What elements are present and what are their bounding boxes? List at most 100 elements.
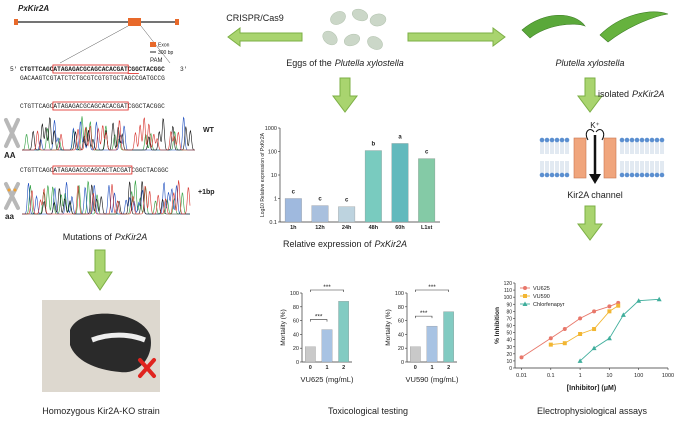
x-tick-label: 100 [634,373,643,379]
y-tick-label: 90 [506,302,512,308]
caption-text: PxKir2A [632,89,665,99]
x-axis-label: VU625 (mg/mL) [301,375,354,384]
ion-label: K⁺ [590,121,600,130]
membrane [539,137,665,178]
y-tick-label: 0 [509,366,512,372]
genotype-label: WT [203,127,215,134]
chromatogram-trace [22,180,191,215]
caption: Mutations of PxKir2A [63,232,148,242]
marker [607,309,612,314]
x-tick-label: 10 [606,373,612,379]
marker [578,332,583,336]
bar [338,301,349,363]
arrow [577,77,603,113]
lipid-head [549,137,555,143]
x-tick-label: L1st [421,225,432,231]
sequence: CTGTTCAGCATAGAGACGCAGCACACGATCGGCTACGGC [20,66,165,73]
channel-subunit [573,137,587,179]
significance-label: *** [323,284,331,291]
marker [592,309,597,314]
marker [591,345,597,351]
exon [14,19,18,25]
y-tick-label: 1000 [265,126,277,132]
y-tick-label: 80 [398,305,404,311]
chromatogram-trace [22,181,190,215]
seq-part: CGGCTACGGC [128,103,165,110]
bar [311,205,329,223]
exon [128,18,141,26]
lipid-head [549,172,555,178]
lipid-head [619,172,625,178]
y-tick-label: 110 [504,288,512,294]
series-line [521,302,619,358]
caption-text: PxKir2A [115,232,148,242]
series-line [579,298,660,362]
significance-label: *** [428,284,436,291]
caption: Relative expression of PxKir2A [283,239,407,249]
allele-label: AA [4,151,16,160]
y-axis-label: Log10 Relative expression of PxKir2A [260,132,266,217]
caption-text: isolated [598,89,629,99]
y-tick-label: 50 [506,331,512,337]
lipid-head [634,137,640,143]
significance-letter: c [292,190,296,196]
arrow [87,249,113,291]
lipid-head [649,137,655,143]
seq-part: CTACGGC [139,66,165,73]
prime: 5' [10,66,17,73]
larva [521,15,586,39]
y-tick-label: 20 [293,346,299,352]
caption: isolated PxKir2A [598,89,665,99]
y-tick-label: 20 [506,352,512,358]
chromatogram-trace [22,180,190,215]
zoom-line [59,25,129,64]
genotype-label: +1bp [198,189,215,196]
mutation-mark [7,188,11,192]
legend-text: Exon [158,43,170,49]
bar [338,206,356,223]
larva-silhouette [70,313,151,373]
bar [443,311,454,363]
x-axis-label: [Inhibitor] (μM) [567,385,616,392]
seq-part: CGGCTACGGC [131,167,168,174]
egg [330,11,346,25]
y-tick-label: 20 [398,346,404,352]
legend-label: VU625 [533,286,550,292]
egg [322,30,338,46]
marker [523,294,527,298]
seq-part: CTGTTCAGC [20,167,54,174]
y-tick-label: 60 [293,319,299,325]
y-tick-label: 100 [290,291,299,297]
x-axis-label: VU590 (mg/mL) [406,375,459,384]
caption: Kir2A channel [567,190,623,200]
significance-letter: c [345,198,349,204]
x-tick-label: 2 [447,365,450,371]
marker [592,327,597,332]
y-tick-label: 100 [504,295,513,301]
caption: Eggs of the Plutella xylostella [286,58,404,68]
exon [175,19,179,25]
x-tick-label: 48h [369,225,379,231]
lipid-head [624,137,630,143]
marker [616,303,621,308]
marker [522,301,528,306]
y-tick-label: 40 [293,332,299,338]
gene-name: PxKir2A [18,4,49,13]
lipid-head [654,137,660,143]
x-tick-label: 0.01 [516,373,527,379]
x-tick-label: 1000 [662,373,674,379]
egg [344,33,360,47]
caption: Homozygous Kir2A-KO strain [42,406,160,416]
highlight-box [52,64,129,74]
significance-bracket [415,315,433,319]
eggs [322,8,387,50]
x-tick-label: 2 [342,365,345,371]
chromatogram-trace [22,181,190,215]
chromatogram-trace [22,116,195,151]
lipid-head [639,172,645,178]
x-tick-label: 12h [315,225,325,231]
marker [577,358,583,363]
seq-part: CGG [128,66,139,73]
lipid-head [654,172,660,178]
y-tick-label: 1 [274,197,277,203]
